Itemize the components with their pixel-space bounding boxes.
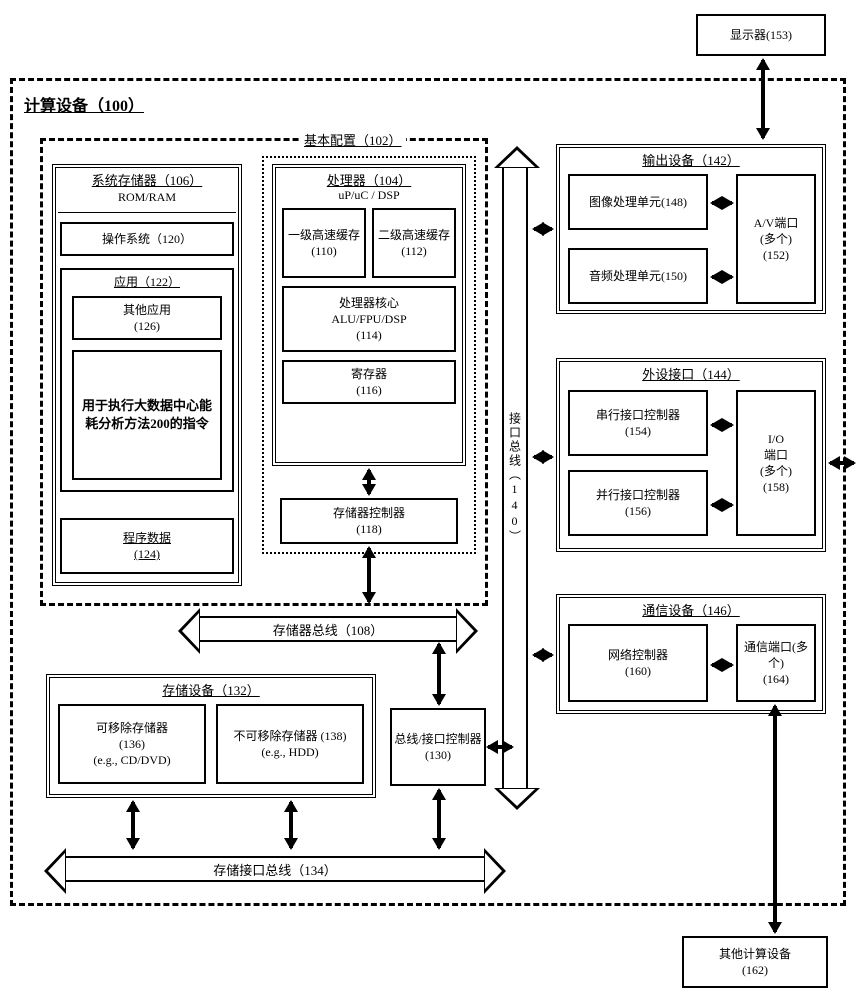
commport-box: 通信端口(多个) (164) — [736, 624, 816, 702]
otherapp-box: 其他应用 (126) — [72, 296, 222, 340]
arrow-bus-ifctl — [432, 644, 446, 704]
arrow-memctl-bus — [362, 548, 376, 602]
storage-bus-label: 存储接口总线（134） — [66, 858, 484, 880]
basic-config-label: 基本配置（102） — [300, 130, 406, 149]
net-label: 网络控制器 (160) — [608, 647, 668, 679]
io-box: I/O 端口 (多个) (158) — [736, 390, 816, 536]
othdev-box: 其他计算设备 (162) — [682, 936, 828, 988]
reg-box: 寄存器 (116) — [282, 360, 456, 404]
io-label: I/O 端口 (多个) (158) — [760, 431, 792, 496]
arrow-proc-memctl — [362, 470, 376, 494]
arrow-rem-storbus — [126, 802, 140, 848]
l1-box: 一级高速缓存 (110) — [282, 208, 366, 278]
arrow-disp — [756, 60, 770, 138]
arrow-comm-ifbus — [534, 648, 552, 662]
arrow-ifctl-ifbus — [488, 740, 512, 754]
romram-divider — [58, 212, 236, 213]
arrow-gpu-av — [712, 196, 732, 210]
arrow-ser-io — [712, 418, 732, 432]
device-title: 计算设备（100） — [24, 92, 144, 116]
serial-box: 串行接口控制器 (154) — [568, 390, 708, 456]
proc-sub: uP/uC / DSP — [280, 188, 458, 203]
non-label: 不可移除存储器 (138) (e.g., HDD) — [234, 728, 347, 760]
serial-label: 串行接口控制器 (154) — [596, 407, 680, 439]
storage-title: 存储设备（132） — [162, 682, 260, 700]
sysmem-title: 系统存储器（106） — [92, 172, 203, 190]
memctl-box: 存储器控制器 (118) — [280, 498, 458, 544]
arrow-par-io — [712, 498, 732, 512]
gpu-label: 图像处理单元(148) — [589, 194, 687, 210]
parallel-label: 并行接口控制器 (156) — [596, 487, 680, 519]
output-title: 输出设备（142） — [642, 152, 740, 170]
reg-label: 寄存器 (116) — [351, 366, 387, 398]
display-box: 显示器(153) — [696, 14, 826, 56]
busctl-box: 总线/接口控制器 (130) — [390, 708, 486, 786]
arrow-ifctl-storbus — [432, 790, 446, 848]
storage-bus: 存储接口总线（134） — [66, 856, 484, 882]
romram-label: ROM/RAM — [60, 190, 234, 205]
os-label: 操作系统（120） — [102, 231, 192, 247]
instr-label: 用于执行大数据中心能耗分析方法200的指令 — [76, 397, 218, 432]
core-label: 处理器核心 ALU/FPU/DSP (114) — [331, 295, 406, 344]
arrow-out-ifbus — [534, 222, 552, 236]
busctl-label: 总线/接口控制器 (130) — [394, 731, 481, 763]
arrow-othdev — [768, 706, 782, 932]
rem-label: 可移除存储器 (136) (e.g., CD/DVD) — [93, 720, 170, 769]
av-box: A/V端口 (多个) (152) — [736, 174, 816, 304]
os-box: 操作系统（120） — [60, 222, 234, 256]
core-box: 处理器核心 ALU/FPU/DSP (114) — [282, 286, 456, 352]
periph-title: 外设接口（144） — [642, 366, 740, 384]
l1-label: 一级高速缓存 (110) — [288, 227, 360, 259]
pdata-title: 程序数据 (124) — [123, 530, 171, 562]
net-box: 网络控制器 (160) — [568, 624, 708, 702]
display-label: 显示器(153) — [730, 27, 792, 43]
interface-bus-label: 接口总线（140） — [507, 412, 524, 544]
l2-label: 二级高速缓存 (112) — [378, 227, 450, 259]
pdata-box: 程序数据 (124) — [60, 518, 234, 574]
interface-bus: 接口总线（140） — [502, 168, 528, 788]
audio-label: 音频处理单元(150) — [589, 268, 687, 284]
diagram-canvas: 显示器(153) 计算设备（100） 基本配置（102） 系统存储器（106） … — [0, 0, 856, 1000]
proc-title: 处理器（104） — [327, 172, 412, 190]
arrow-net-port — [712, 658, 732, 672]
memory-bus-label: 存储器总线（108） — [200, 618, 456, 640]
parallel-box: 并行接口控制器 (156) — [568, 470, 708, 536]
comm-title: 通信设备（146） — [642, 602, 740, 620]
arrow-io-ext — [830, 456, 854, 470]
l2-box: 二级高速缓存 (112) — [372, 208, 456, 278]
non-box: 不可移除存储器 (138) (e.g., HDD) — [216, 704, 364, 784]
av-label: A/V端口 (多个) (152) — [754, 215, 799, 264]
instr-box: 用于执行大数据中心能耗分析方法200的指令 — [72, 350, 222, 480]
memory-bus: 存储器总线（108） — [200, 616, 456, 642]
memctl-label: 存储器控制器 (118) — [333, 505, 405, 537]
othdev-label: 其他计算设备 (162) — [719, 946, 791, 978]
app-title: 应用（122） — [114, 274, 180, 290]
gpu-box: 图像处理单元(148) — [568, 174, 708, 230]
rem-box: 可移除存储器 (136) (e.g., CD/DVD) — [58, 704, 206, 784]
arrow-non-storbus — [284, 802, 298, 848]
arrow-per-ifbus — [534, 450, 552, 464]
arrow-aud-av — [712, 270, 732, 284]
audio-box: 音频处理单元(150) — [568, 248, 708, 304]
otherapp-label: 其他应用 (126) — [123, 302, 171, 334]
commport-label: 通信端口(多个) (164) — [740, 639, 812, 688]
